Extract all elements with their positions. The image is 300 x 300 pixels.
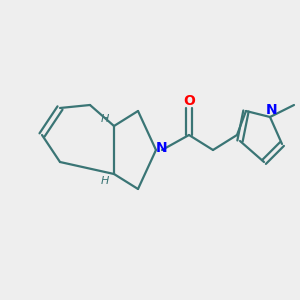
Text: H: H xyxy=(101,176,109,186)
Text: N: N xyxy=(266,103,277,116)
Text: N: N xyxy=(156,142,167,155)
Text: H: H xyxy=(101,114,109,124)
Text: O: O xyxy=(183,94,195,108)
